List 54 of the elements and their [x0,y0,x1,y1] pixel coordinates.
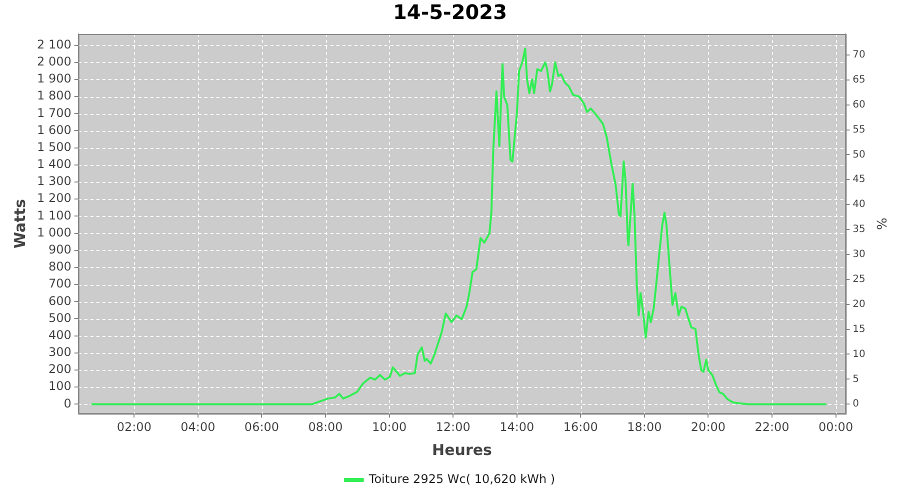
y2-tick-label: 65 [852,74,866,86]
y2-tick-label: 10 [852,348,866,360]
y2-tick-label: 40 [852,199,866,210]
y2-tick-label: 55 [852,124,866,136]
x-tick-label: 02:00 [116,420,152,434]
y-tick-label: 1 400 [36,157,72,172]
y-tick-label: 800 [48,260,72,274]
y-tick-label: 400 [48,328,72,342]
y-tick-label: 1 100 [36,208,72,222]
y2-tick-label: 25 [852,274,866,286]
y-tick-label: 700 [48,276,72,291]
y2-tick-label: 35 [852,224,866,236]
x-tick-label: 04:00 [180,420,216,434]
y2-tick-label: 30 [852,249,866,260]
y-axis-title: Watts [10,199,29,249]
y2-tick-label: 15 [852,324,866,335]
y-tick-label: 1 500 [36,140,72,154]
y2-tick-label: 50 [852,149,866,160]
y-tick-label: 2 000 [36,54,72,68]
y-tick-label: 100 [48,379,72,394]
x-tick-label: 20:00 [690,420,726,434]
y-tick-label: 1 200 [36,191,72,206]
x-tick-label: 00:00 [818,420,854,434]
legend-label: Toiture 2925 Wc( 10,620 kWh ) [368,472,556,486]
y2-tick-label: 5 [852,374,860,385]
y-tick-label: 0 [64,396,72,410]
y-tick-label: 200 [48,362,72,376]
x-tick-label: 16:00 [563,420,598,434]
x-tick-label: 06:00 [244,420,280,434]
y2-axis-title: % [872,218,888,230]
y-tick-label: 1 800 [36,88,72,103]
y-tick-label: 500 [48,310,72,325]
x-tick-label: 14:00 [500,420,534,434]
y2-tick-label: 60 [852,99,866,110]
x-tick-label: 12:00 [436,420,470,434]
y-tick-label: 1 900 [36,72,72,86]
y2-tick-label: 45 [852,174,866,186]
y-tick-label: 2 100 [36,37,72,52]
x-tick-label: 18:00 [627,420,662,434]
y-tick-label: 600 [48,294,72,308]
y-tick-label: 900 [48,242,72,256]
y2-tick-label: 20 [852,298,866,310]
y2-tick-label: 0 [852,398,860,410]
y-tick-label: 1 000 [36,225,72,240]
y-tick-label: 1 300 [36,174,72,188]
chart-title: 14-5-2023 [392,0,508,24]
x-tick-label: 08:00 [308,420,343,434]
y-tick-label: 1 700 [36,106,72,120]
y2-tick-label: 70 [852,50,866,61]
x-axis-title: Heures [432,440,492,459]
y-tick-label: 1 600 [36,122,72,137]
x-tick-label: 22:00 [754,420,790,434]
x-tick-label: 10:00 [372,420,407,434]
y-tick-label: 300 [48,345,72,360]
